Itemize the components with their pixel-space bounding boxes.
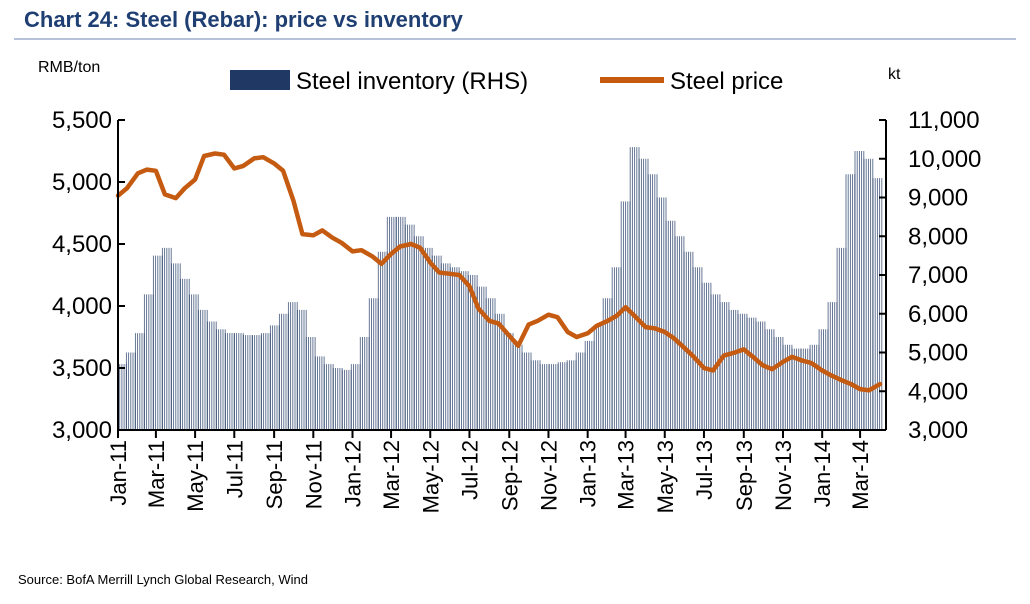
x-axis-tick-label: Mar-14 <box>848 440 873 510</box>
left-axis-unit-label: RMB/ton <box>38 59 100 76</box>
right-axis-tick-label: 6,000 <box>908 301 968 328</box>
x-axis-tick-label: Nov-13 <box>771 440 796 511</box>
x-axis-tick-label: Mar-13 <box>614 440 639 510</box>
x-axis-tick-label: Jan-14 <box>810 440 835 507</box>
left-axis-tick-label: 3,500 <box>52 355 112 382</box>
x-axis-tick-label: Jan-13 <box>576 440 601 507</box>
x-axis-tick-label: Jul-11 <box>222 440 247 498</box>
left-axis-tick-label: 5,500 <box>52 107 112 134</box>
x-axis-tick-label: Sep-12 <box>497 440 522 511</box>
chart-title: Chart 24: Steel (Rebar): price vs invent… <box>24 7 464 32</box>
x-axis-tick-label: Jul-13 <box>692 440 717 500</box>
left-axis-tick-label: 4,000 <box>52 293 112 320</box>
chart-legend: Steel inventory (RHS) Steel price <box>230 68 783 95</box>
x-axis-tick-label: Nov-11 <box>301 440 326 509</box>
right-axis-tick-label: 11,000 <box>908 107 980 134</box>
x-axis-tick-label: Mar-12 <box>379 440 404 510</box>
x-axis-tick-label: Nov-12 <box>537 440 562 511</box>
legend-price-label: Steel price <box>670 68 783 95</box>
x-axis-tick-label: Sep-11 <box>262 440 287 509</box>
right-axis-tick-label: 9,000 <box>908 185 968 212</box>
left-axis-tick-label: 3,000 <box>52 417 112 444</box>
right-axis-tick-label: 10,000 <box>908 146 981 173</box>
legend-inventory-swatch <box>230 70 290 90</box>
x-axis-tick-label: Jan-12 <box>341 440 366 507</box>
x-axis-tick-label: Jul-12 <box>457 440 482 500</box>
source-note: Source: BofA Merrill Lynch Global Resear… <box>18 572 308 587</box>
x-axis-tick-label: May-13 <box>653 440 678 513</box>
x-axis-tick-label: Mar-11 <box>144 440 169 508</box>
right-axis-tick-label: 5,000 <box>908 340 968 367</box>
left-axis-tick-label: 5,000 <box>52 169 112 196</box>
right-axis-tick-label: 3,000 <box>908 417 968 444</box>
x-axis-tick-label: Sep-13 <box>732 440 757 511</box>
right-axis-tick-label: 4,000 <box>908 378 968 405</box>
left-axis-tick-label: 4,500 <box>52 231 112 258</box>
legend-inventory-label: Steel inventory (RHS) <box>296 68 528 95</box>
right-axis-tick-label: 7,000 <box>908 262 968 289</box>
x-axis-tick-label: May-12 <box>418 440 443 513</box>
right-axis-unit-label: kt <box>888 66 901 83</box>
x-axis-tick-label: May-11 <box>183 440 208 512</box>
x-axis-tick-label: Jan-11 <box>106 440 131 506</box>
plot-area: 3,000 3,500 4,000 4,500 5,000 5,500 3,000 4,000… <box>52 107 981 513</box>
steel-price-line <box>115 151 883 393</box>
right-axis-tick-label: 8,000 <box>908 223 968 250</box>
